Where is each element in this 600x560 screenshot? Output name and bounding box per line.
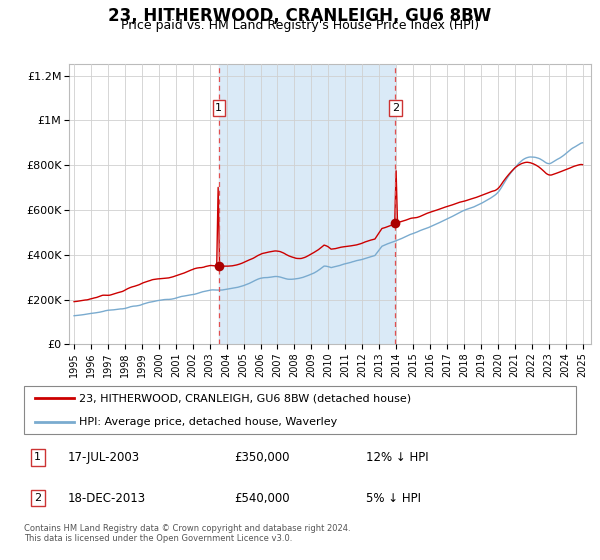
Text: 5% ↓ HPI: 5% ↓ HPI bbox=[366, 492, 421, 505]
Text: £540,000: £540,000 bbox=[234, 492, 289, 505]
Text: 18-DEC-2013: 18-DEC-2013 bbox=[68, 492, 146, 505]
Text: 1: 1 bbox=[34, 452, 41, 463]
Text: 2: 2 bbox=[392, 103, 399, 113]
FancyBboxPatch shape bbox=[24, 386, 576, 434]
Text: HPI: Average price, detached house, Waverley: HPI: Average price, detached house, Wave… bbox=[79, 417, 337, 427]
Text: 2: 2 bbox=[34, 493, 41, 503]
Bar bbox=[219, 64, 395, 344]
Text: £350,000: £350,000 bbox=[234, 451, 289, 464]
Text: 23, HITHERWOOD, CRANLEIGH, GU6 8BW (detached house): 23, HITHERWOOD, CRANLEIGH, GU6 8BW (deta… bbox=[79, 393, 412, 403]
Text: Contains HM Land Registry data © Crown copyright and database right 2024.
This d: Contains HM Land Registry data © Crown c… bbox=[24, 524, 350, 543]
Text: Price paid vs. HM Land Registry's House Price Index (HPI): Price paid vs. HM Land Registry's House … bbox=[121, 19, 479, 32]
Text: 23, HITHERWOOD, CRANLEIGH, GU6 8BW: 23, HITHERWOOD, CRANLEIGH, GU6 8BW bbox=[109, 7, 491, 25]
Text: 17-JUL-2003: 17-JUL-2003 bbox=[68, 451, 140, 464]
Text: 1: 1 bbox=[215, 103, 223, 113]
Text: 12% ↓ HPI: 12% ↓ HPI bbox=[366, 451, 429, 464]
